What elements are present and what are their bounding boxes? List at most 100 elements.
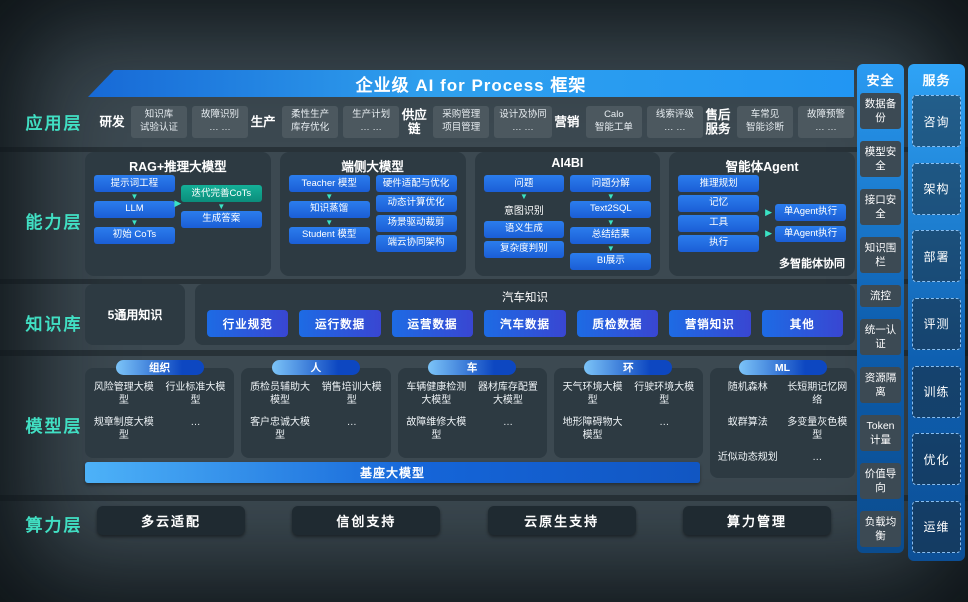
app-chip: 采购管理 项目管理 <box>433 106 490 138</box>
app-group: 研发 知识库 试验认证 故障识别… … <box>98 106 248 138</box>
arrow-down-icon: ▼ <box>130 191 139 201</box>
banner-title: 企业级 AI for Process 框架 <box>88 70 854 97</box>
security-item: 统一认证 <box>860 318 901 356</box>
model-name: 近似动态规划 <box>717 452 778 463</box>
service-item: 训练 <box>912 365 961 418</box>
flow-box: 问题 <box>483 175 565 192</box>
model-group-card: 组织 风险管理大模型 行业标准大模型 规章制度大模型… <box>85 360 235 458</box>
flow-box: 总结结果 <box>570 226 652 244</box>
model-group-pill: 车 <box>428 360 517 375</box>
service-item: 架构 <box>912 162 961 215</box>
knowledge-buttons: 行业规范 运行数据 运营数据 汽车数据 质检数据 营销知识 其他 <box>207 310 843 337</box>
flow-box: 执行 <box>678 234 760 252</box>
model-name: … <box>346 417 357 428</box>
app-group-name: 生产 <box>250 114 276 129</box>
model-grid: 随机森林 长短期记忆网络 蚁群算法 多变量灰色模型 近似动态规划… <box>714 381 851 464</box>
model-group-card: 车车辆健康检测大模型 器材库存配置大模型 故障维修大模型… <box>397 360 547 458</box>
arrow-down-icon: ▼ <box>217 201 226 211</box>
app-chip: 柔性生产 库存优化 <box>282 106 339 138</box>
flow-box: 问题分解 <box>570 175 652 192</box>
app-chip: 线索评级… … <box>646 106 703 138</box>
arrow-down-icon: ▼ <box>606 243 615 253</box>
model-name: 行驶环境大模型 <box>634 382 695 406</box>
model-group-card: 环天气环境大模型 行驶环境大模型 地形障碍物大模型… <box>553 360 703 458</box>
service-item: 评测 <box>912 297 961 350</box>
layer-separator <box>0 495 968 501</box>
security-items: 数据备份 模型安全 接口安全 知识围栏 流控 统一认证 资源隔离 Token计量 价值导向 负载均… <box>860 93 901 547</box>
capability-card-columns: 问题 ▼ 意图识别 语义生成 复杂度判别 问题分解 ▼ Text2SQL ▼ 总结结果 ▼ BI展示 <box>483 174 653 271</box>
capability-card: AI4BI 问题 ▼ 意图识别 语义生成 复杂度判别 问题分解 ▼ Text2SQL ▼ 总结结果 ▼… <box>474 152 661 276</box>
flow-box: 复杂度判别 <box>483 240 565 258</box>
flow-box: Teacher 模型 <box>288 175 370 192</box>
security-item: 接口安全 <box>860 188 901 226</box>
capability-left-column: 推理规划 记忆 工具 执行 <box>678 175 760 271</box>
model-name: 规章制度大模型 <box>93 417 154 441</box>
capability-right-column: 问题分解 ▼ Text2SQL ▼ 总结结果 ▼ BI展示 <box>570 175 652 271</box>
security-item: 负载均衡 <box>860 510 901 547</box>
flow-box: LLM <box>94 200 175 218</box>
app-chip: 知识库 试验认证 <box>131 106 187 138</box>
flow-box: Text2SQL <box>570 200 652 218</box>
layer-label: 能力层 <box>25 213 83 232</box>
service-item: 部署 <box>912 230 961 283</box>
application-layer-row: 研发 知识库 试验认证 故障识别… … 生产 柔性生产 库存优化 生产计划… … 供应链 采购管理… <box>98 99 854 145</box>
compute-button: 多云适配 <box>97 506 245 535</box>
knowledge-button: 质检数据 <box>576 310 659 337</box>
capability-card: RAG+推理大模型 提示词工程 ▼ LLM ▼ 初始 CoTs 迭代完善CoTs ▼ 生成答案 ▶ <box>85 152 271 276</box>
capability-left-column: 提示词工程 ▼ LLM ▼ 初始 CoTs <box>94 175 175 271</box>
model-grid: 风险管理大模型 行业标准大模型 规章制度大模型… <box>89 381 230 442</box>
model-name: … <box>659 417 670 428</box>
app-group-name: 营销 <box>554 114 580 129</box>
model-name: … <box>190 417 201 428</box>
flow-box: 提示词工程 <box>94 175 175 192</box>
automotive-knowledge-card: 汽车知识 行业规范 运行数据 运营数据 汽车数据 质检数据 营销知识 其他 <box>195 284 855 345</box>
model-layer-row: 组织 风险管理大模型 行业标准大模型 规章制度大模型… 人质检员辅助大模型 销售培训大模型… <box>85 360 855 478</box>
model-name: 器材库存配置大模型 <box>477 382 538 406</box>
knowledge-button: 运营数据 <box>391 310 474 337</box>
security-item: 数据备份 <box>860 93 901 130</box>
flow-box: 动态计算优化 <box>375 194 457 212</box>
service-item: 咨询 <box>912 95 961 147</box>
knowledge-button: 营销知识 <box>669 310 751 337</box>
app-group: 售后服务 车常见 智能诊断 故障预警… … <box>704 106 854 138</box>
foundation-model-bar: 基座大模型 <box>85 462 700 483</box>
connector-arrow-icon: ▶ <box>174 198 182 208</box>
capability-card-columns: 提示词工程 ▼ LLM ▼ 初始 CoTs 迭代完善CoTs ▼ 生成答案 <box>93 174 263 271</box>
flow-box: 生成答案 <box>180 210 262 228</box>
model-grid: 天气环境大模型 行驶环境大模型 地形障碍物大模型… <box>558 381 699 442</box>
model-grid: 质检员辅助大模型 销售培训大模型 客户忠诚大模型… <box>245 381 386 442</box>
knowledge-button: 其他 <box>761 310 843 337</box>
model-name: 风险管理大模型 <box>93 382 154 406</box>
capability-card-title: AI4BI <box>551 156 584 170</box>
model-name: 随机森林 <box>727 382 768 393</box>
layer-separator <box>0 350 968 356</box>
model-group-pill: 组织 <box>115 360 204 375</box>
layer-label: 算力层 <box>25 516 83 535</box>
flow-box: 工具 <box>678 214 760 232</box>
compute-button: 云原生支持 <box>487 506 636 535</box>
capability-card-title: 智能体Agent <box>725 160 799 174</box>
app-group-name: 研发 <box>99 114 125 129</box>
flow-box: Student 模型 <box>288 226 370 244</box>
capability-card-columns: Teacher 模型 ▼ 知识蒸馏 ▼ Student 模型 硬件适配与优化 动态计算优化场… <box>288 174 458 271</box>
model-name: … <box>502 417 513 428</box>
flow-box: 硬件适配与优化 <box>375 175 457 192</box>
security-item: 知识围栏 <box>860 236 901 274</box>
service-column: 服务 咨询 架构 部署 评测 训练 优化 运维 <box>908 64 965 561</box>
flow-box: 场景驱动裁剪 <box>375 214 457 232</box>
layer-label: 知识库 <box>25 315 83 334</box>
security-item: Token计量 <box>860 414 901 451</box>
model-name: 地形障碍物大模型 <box>562 417 623 441</box>
service-item: 运维 <box>912 500 961 553</box>
security-item: 资源隔离 <box>860 366 901 403</box>
model-name: … <box>812 452 823 463</box>
security-item: 模型安全 <box>860 140 901 178</box>
arrow-down-icon: ▼ <box>606 191 615 201</box>
model-name: 销售培训大模型 <box>321 382 382 406</box>
app-group: 生产 柔性生产 库存优化 生产计划… … <box>249 106 400 138</box>
layer-separator <box>0 279 968 284</box>
knowledge-layer-row: 5通用知识 汽车知识 行业规范 运行数据 运营数据 汽车数据 质检数据 营销知识 其他 <box>85 284 855 345</box>
flow-box: 语义生成 <box>483 220 565 238</box>
capability-right-column: 硬件适配与优化 动态计算优化 场景驱动裁剪 端云协同架构 <box>375 175 457 271</box>
